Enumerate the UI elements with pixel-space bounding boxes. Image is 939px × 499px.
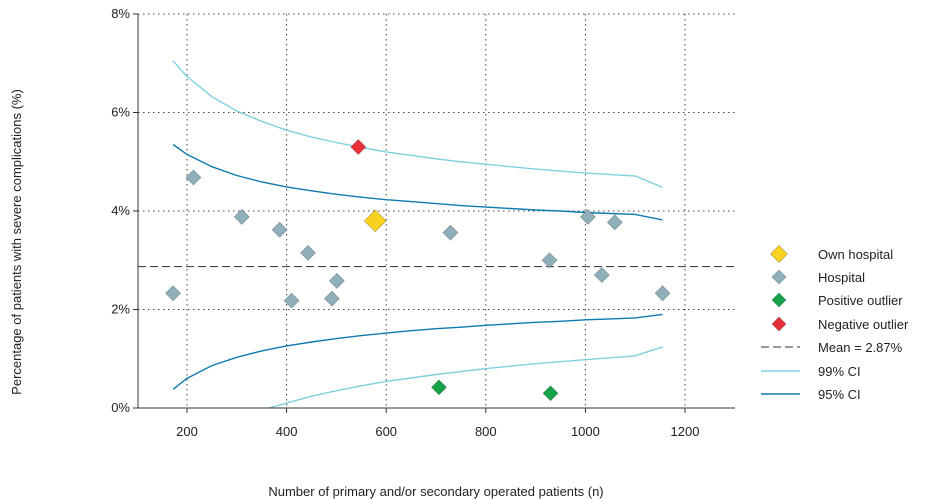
ci-95-upper-curve — [172, 143, 663, 221]
y-tick-label: 2% — [111, 302, 130, 317]
hospital-point — [283, 292, 300, 309]
hospital-point — [164, 285, 182, 302]
hospital-point — [233, 208, 250, 225]
hospital-point — [299, 244, 317, 261]
y-tick-label: 4% — [111, 203, 130, 218]
legend-marker-negative-outlier — [771, 316, 787, 332]
positive-outlier-point — [542, 385, 559, 402]
hospital-point — [593, 266, 610, 284]
legend-label: 95% CI — [818, 387, 861, 402]
hospital-point — [606, 214, 623, 231]
legend-label: 99% CI — [818, 364, 861, 379]
x-tick-label: 400 — [276, 424, 298, 439]
hospital-point — [328, 272, 345, 290]
legend-label: Own hospital — [818, 247, 893, 262]
y-tick-label: 0% — [111, 400, 130, 415]
y-tick-label: 6% — [111, 105, 130, 120]
x-tick-label: 600 — [375, 424, 397, 439]
hospital-point — [442, 224, 459, 241]
own-hospital-point — [363, 209, 387, 233]
hospital-point — [579, 208, 596, 225]
hospital-point — [323, 290, 340, 307]
legend-marker-positive-outlier — [771, 292, 787, 308]
legend-label: Hospital — [818, 270, 865, 285]
legend-label: Negative outlier — [818, 317, 909, 332]
tick-labels: 0% 2% 4% 6% 8% 200 400 600 800 1000 1200 — [111, 6, 699, 439]
axes — [133, 13, 735, 413]
legend: Own hospital Hospital Positive outlier Nega… — [761, 244, 909, 402]
negative-outlier-point — [350, 138, 367, 156]
grid — [138, 13, 735, 408]
hospital-point — [541, 252, 558, 269]
x-tick-label: 200 — [176, 424, 198, 439]
legend-label: Positive outlier — [818, 293, 903, 308]
y-axis-title: Percentage of patients with severe compl… — [9, 89, 24, 395]
confidence-curves — [172, 60, 663, 409]
hospital-point — [271, 221, 288, 238]
x-tick-label: 1200 — [671, 424, 700, 439]
data-points — [164, 138, 671, 402]
y-tick-label: 8% — [111, 6, 130, 21]
x-axis-title: Number of primary and/or secondary opera… — [268, 484, 603, 499]
positive-outlier-point — [430, 379, 448, 396]
hospital-point — [654, 285, 671, 302]
x-tick-label: 1000 — [571, 424, 600, 439]
ci-99-lower-curve — [269, 346, 663, 409]
ci-99-upper-curve — [172, 60, 663, 189]
legend-marker-own-hospital — [769, 244, 789, 264]
legend-marker-hospital — [771, 269, 787, 285]
ci-95-lower-curve — [172, 313, 663, 390]
legend-label: Mean = 2.87% — [818, 340, 903, 355]
hospital-point — [185, 169, 202, 186]
x-tick-label: 800 — [475, 424, 497, 439]
